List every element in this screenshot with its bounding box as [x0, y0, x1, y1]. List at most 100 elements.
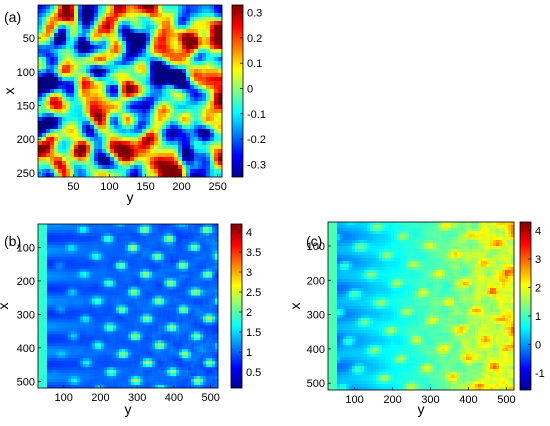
heatmap-cell — [146, 109, 151, 114]
heatmap-cell — [83, 268, 87, 273]
heatmap-cell — [62, 149, 67, 154]
heatmap-cell — [212, 310, 216, 314]
heatmap-cell — [161, 343, 165, 347]
heatmap-cell — [215, 331, 219, 335]
heatmap-cell — [140, 313, 144, 317]
heatmap-cell — [140, 250, 144, 255]
heatmap-cell — [66, 129, 71, 134]
heatmap-cell — [128, 343, 132, 347]
heatmap-cell — [158, 232, 162, 237]
heatmap-cell — [116, 349, 120, 353]
heatmap-cell — [77, 346, 81, 350]
heatmap-cell — [186, 141, 191, 146]
heatmap-cell — [47, 301, 51, 305]
heatmap-cell — [186, 69, 191, 74]
heatmap-cell — [191, 358, 195, 362]
heatmap-cell — [210, 121, 215, 126]
heatmap-cell — [202, 157, 207, 162]
heatmap-cell — [164, 265, 168, 270]
heatmap-cell — [56, 247, 60, 252]
heatmap-cell — [74, 259, 78, 264]
heatmap-cell — [107, 307, 111, 311]
heatmap-cell — [155, 244, 159, 249]
heatmap-cell — [126, 9, 131, 14]
heatmap-cell — [65, 247, 69, 252]
heatmap-cell — [203, 343, 207, 347]
heatmap-cell — [74, 352, 78, 356]
heatmap-cell — [38, 322, 42, 326]
heatmap-cell — [86, 129, 91, 134]
heatmap-cell — [38, 121, 43, 126]
heatmap-cell — [188, 295, 192, 299]
heatmap-cell — [200, 364, 204, 368]
heatmap-cell — [101, 307, 105, 311]
colorbar-tick-label: 0 — [247, 83, 253, 95]
heatmap-cell — [116, 352, 120, 356]
heatmap-cell — [200, 262, 204, 267]
heatmap-cell — [56, 295, 60, 299]
heatmap-cell — [152, 277, 156, 281]
heatmap-cell — [119, 226, 123, 231]
heatmap-cell — [146, 93, 151, 98]
heatmap-cell — [206, 21, 211, 26]
heatmap-cell — [200, 301, 204, 305]
heatmap-cell — [134, 244, 138, 249]
heatmap-cell — [155, 259, 159, 264]
heatmap-cell — [210, 93, 215, 98]
heatmap-cell — [62, 117, 67, 122]
heatmap-cell — [41, 226, 45, 231]
heatmap-cell — [83, 328, 87, 332]
heatmap-cell — [70, 141, 75, 146]
heatmap-cell — [114, 153, 119, 158]
heatmap-cell — [102, 165, 107, 170]
heatmap-cell — [50, 153, 55, 158]
heatmap-cell — [146, 224, 150, 228]
heatmap-cell — [218, 61, 223, 66]
heatmap-cell — [158, 9, 163, 14]
heatmap-cell — [179, 367, 183, 371]
heatmap-cell — [68, 349, 72, 353]
heatmap-cell — [101, 271, 105, 276]
heatmap-cell — [65, 334, 69, 338]
heatmap-cell — [56, 313, 60, 317]
heatmap-cell — [38, 33, 43, 38]
heatmap-cell — [162, 65, 167, 70]
heatmap-cell — [58, 125, 63, 130]
heatmap-cell — [146, 361, 150, 365]
heatmap-cell — [116, 280, 120, 284]
heatmap-cell — [188, 250, 192, 255]
heatmap-cell — [44, 319, 48, 323]
heatmap-cell — [176, 328, 180, 332]
heatmap-cell — [128, 250, 132, 255]
heatmap-cell — [56, 331, 60, 335]
heatmap-cell — [62, 9, 67, 14]
heatmap-cell — [202, 89, 207, 94]
heatmap-cell — [83, 232, 87, 237]
heatmap-cell — [200, 361, 204, 365]
heatmap-cell — [182, 229, 186, 234]
heatmap-cell — [182, 337, 186, 341]
heatmap-cell — [65, 268, 69, 273]
heatmap-cell — [77, 265, 81, 270]
heatmap-cell — [95, 358, 99, 362]
heatmap-cell — [62, 346, 66, 350]
heatmap-cell — [38, 328, 42, 332]
heatmap-cell — [90, 21, 95, 26]
heatmap-cell — [170, 238, 174, 243]
heatmap-cell — [56, 340, 60, 344]
heatmap-cell — [114, 169, 119, 174]
heatmap-cell — [185, 241, 189, 246]
heatmap-cell — [101, 349, 105, 353]
heatmap-cell — [167, 238, 171, 243]
heatmap-cell — [190, 21, 195, 26]
heatmap-cell — [122, 352, 126, 356]
heatmap-cell — [152, 280, 156, 284]
heatmap-cell — [176, 316, 180, 320]
heatmap-cell — [152, 337, 156, 341]
heatmap-cell — [134, 313, 138, 317]
heatmap-cell — [98, 169, 103, 174]
heatmap-cell — [134, 29, 139, 34]
heatmap-cell — [209, 226, 213, 231]
heatmap-cell — [190, 69, 195, 74]
